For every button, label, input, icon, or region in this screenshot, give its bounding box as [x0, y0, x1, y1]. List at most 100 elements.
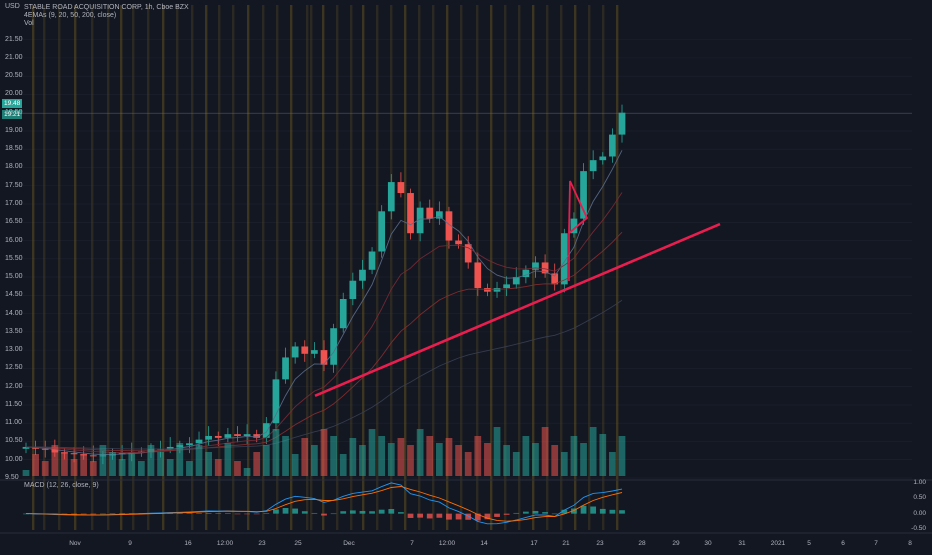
macd-tick-label: 1.00 [913, 479, 926, 487]
session-bar [247, 5, 250, 530]
candle-body [368, 251, 376, 270]
x-tick-label: 21 [562, 540, 570, 547]
candle-body [359, 269, 366, 281]
session-bar [460, 5, 463, 530]
candle-body [186, 443, 193, 446]
volume-bar [551, 445, 559, 476]
volume-bar [339, 454, 347, 476]
volume-bar [214, 459, 222, 476]
y-tick-label: 17.00 [5, 200, 23, 207]
macd-tick-label: 0.50 [913, 494, 926, 502]
volume-bar [560, 452, 568, 476]
candle-body [522, 269, 530, 278]
y-tick-label: 13.00 [5, 346, 23, 354]
candle-body [609, 134, 616, 157]
session-bar [120, 5, 123, 530]
x-tick-label: 25 [294, 540, 302, 547]
symbol-title[interactable]: STABLE ROAD ACQUISITION CORP, 1h, Cboe B… [24, 4, 189, 11]
candle-body [455, 240, 462, 245]
ema-line [25, 192, 623, 454]
session-bar [602, 5, 605, 530]
macd-histogram-bar [282, 508, 289, 514]
macd-histogram-bar [378, 509, 385, 514]
session-bar [574, 5, 577, 530]
candle-body [503, 284, 511, 289]
volume-bar [243, 468, 251, 476]
volume-legend[interactable]: Vol [24, 20, 34, 27]
macd-histogram-bar [224, 513, 231, 514]
candle-body [214, 435, 222, 438]
macd-histogram-bar [340, 511, 347, 514]
volume-bar [599, 434, 607, 476]
candle-body [195, 439, 203, 444]
y-tick-label: 10.50 [5, 437, 23, 445]
volume-bar [301, 438, 309, 476]
session-bar [218, 5, 221, 530]
macd-histogram-bar [455, 513, 462, 520]
macd-histogram-bar [321, 513, 327, 516]
y-tick-label: 12.00 [5, 382, 23, 390]
flag-drawing [568, 180, 589, 234]
macd-histogram-bar [571, 508, 577, 514]
session-bar [310, 5, 313, 530]
ema-legend[interactable]: 4EMAs (9, 20, 50, 200, close) [24, 12, 117, 19]
volume-bar [89, 461, 97, 476]
volume-bar [618, 436, 626, 476]
macd-histogram-bar [253, 513, 260, 515]
y-tick-label: 20.00 [5, 90, 23, 98]
y-tick-label: 21.50 [5, 35, 23, 43]
volume-bar [32, 454, 39, 476]
volume-bar [262, 445, 270, 476]
x-tick-label: 7 [874, 540, 878, 547]
candle-body [618, 112, 626, 135]
x-tick-label: 12:00 [216, 540, 234, 547]
x-tick-label: 12:00 [438, 540, 456, 547]
candle-body [484, 288, 491, 292]
volume-bar [186, 461, 193, 476]
volume-bar [157, 452, 164, 476]
volume-bar [320, 429, 328, 476]
volume-bar [41, 461, 49, 476]
volume-bar [128, 454, 136, 476]
y-tick-label: 15.50 [5, 254, 23, 262]
y-tick-label: 16.00 [5, 236, 23, 244]
volume-bar [493, 427, 501, 476]
y-tick-label: 10.00 [5, 455, 23, 463]
macd-histogram-bar [109, 513, 116, 515]
macd-histogram-bar [426, 513, 433, 519]
y-tick-label: 11.00 [5, 419, 22, 427]
volume-bar [195, 445, 203, 476]
session-bar [147, 5, 150, 530]
macd-histogram-bar [100, 513, 106, 515]
session-bar [162, 5, 165, 530]
macd-histogram-bar [234, 513, 241, 515]
candle-body [397, 182, 405, 194]
y-tick-label: 11.50 [5, 400, 22, 408]
y-tick-label: 12.50 [5, 364, 23, 372]
macd-legend[interactable]: MACD (12, 26, close, 9) [24, 482, 99, 489]
session-bar [43, 5, 46, 530]
volume-bar [291, 454, 299, 476]
macd-histogram-bar [599, 508, 606, 514]
volume-bar [109, 452, 116, 476]
macd-histogram-bar [465, 513, 472, 520]
macd-histogram-bar [619, 510, 625, 514]
session-bar [504, 5, 507, 530]
macd-histogram-bar [398, 512, 404, 514]
x-tick-label: 14 [480, 540, 488, 547]
y-tick-label: 16.50 [5, 218, 23, 226]
volume-bar [464, 452, 472, 476]
volume-bar [435, 443, 443, 476]
y-tick-label: 19.50 [5, 108, 23, 116]
y-tick-label: 14.50 [5, 291, 23, 299]
volume-bar [503, 445, 511, 476]
candle-body [311, 350, 318, 354]
macd-histogram-bar [474, 513, 481, 521]
macd-histogram-bar [561, 509, 568, 514]
session-bar [418, 5, 421, 530]
session-bar [306, 5, 309, 530]
session-bar [350, 5, 353, 530]
candle-body [253, 434, 261, 438]
x-tick-label: 6 [841, 540, 845, 547]
